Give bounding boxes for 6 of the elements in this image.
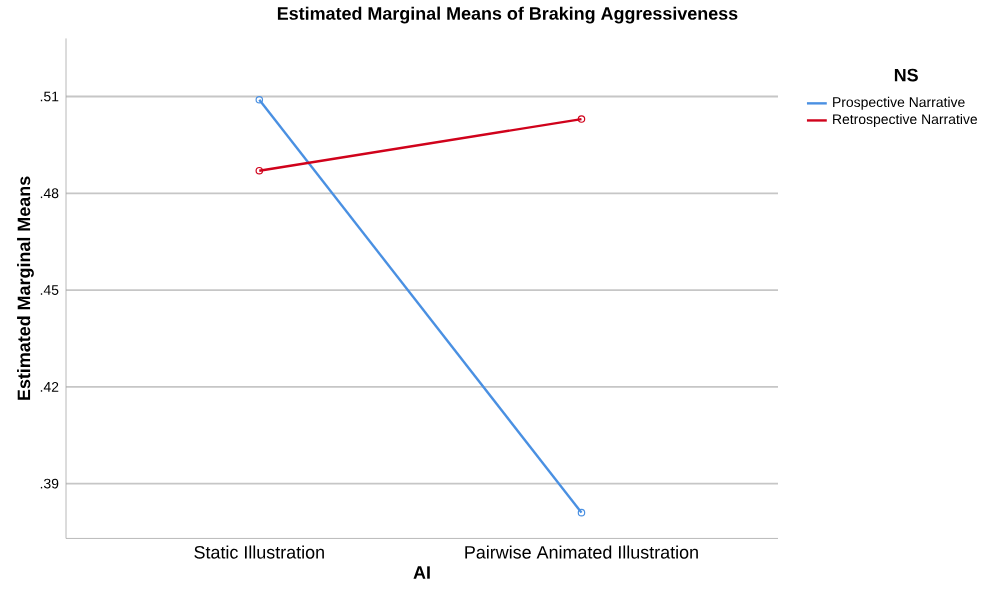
- x-tick-label: Pairwise Animated Illustration: [465, 545, 698, 559]
- x-axis-title: AI: [413, 566, 430, 579]
- x-tick-label: Static Illustration: [194, 545, 324, 559]
- y-axis-title: Estimated Marginal Means: [17, 176, 34, 400]
- chart-title: Estimated Marginal Means of Braking Aggressiveness: [277, 6, 738, 24]
- legend-title: NS: [894, 68, 918, 82]
